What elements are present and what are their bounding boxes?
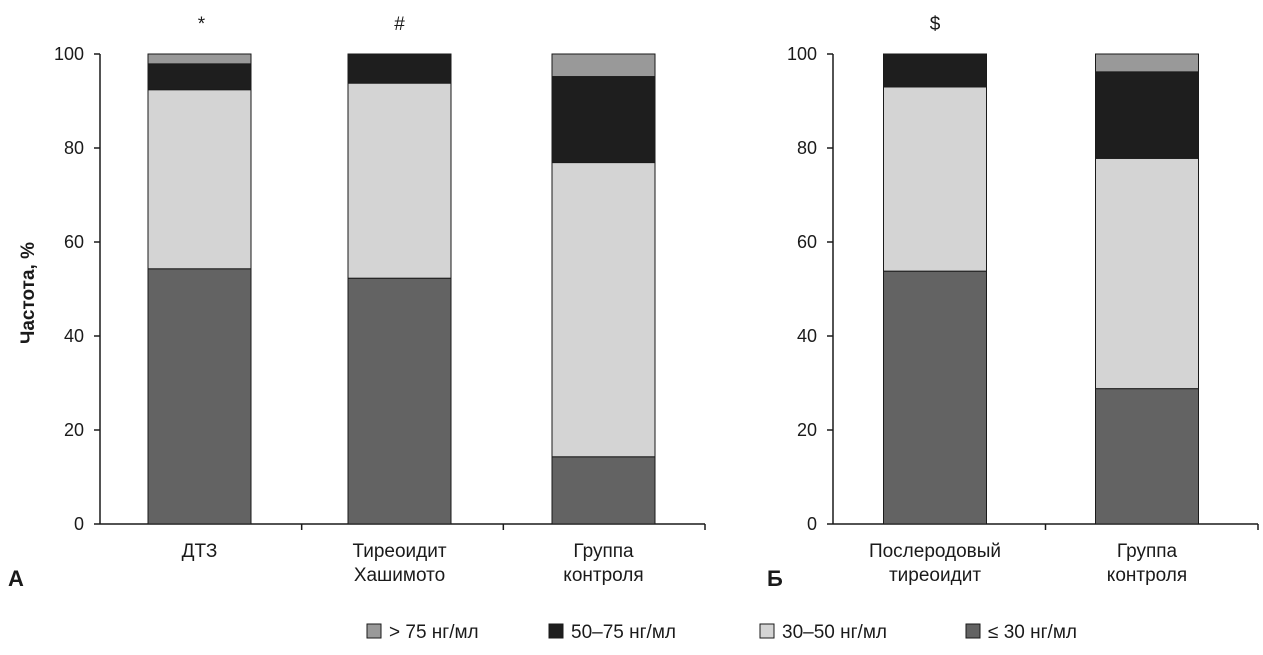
legend-swatch-le30: [965, 623, 981, 639]
legend-swatch-30to50: [759, 623, 775, 639]
chart-panel-1: 0 20 40 60 80 100 ДТЗ * Тиреоидит Хашимото # Группа…: [8, 14, 706, 591]
bar-segment-50to75: [1095, 71, 1199, 159]
bar-segment-gt75: [551, 53, 656, 78]
x-category-label: контроля: [1107, 565, 1187, 586]
x-category-label: Группа: [1117, 541, 1178, 562]
y-tick-label: 60: [797, 232, 817, 252]
bar-segment-50to75: [347, 53, 452, 84]
y-tick-label: 20: [64, 420, 84, 440]
bar-segment-30to50: [1095, 157, 1199, 390]
legend-label: ≤ 30 нг/мл: [988, 622, 1077, 643]
significance-marker: $: [930, 14, 941, 35]
legend-swatch-gt75: [366, 623, 382, 639]
significance-marker: *: [198, 14, 206, 35]
x-category-label: Группа: [573, 541, 634, 562]
panel-label: А: [8, 566, 24, 591]
bar-segment-30to50: [883, 86, 987, 272]
x-category-label: Тиреоидит: [352, 541, 446, 562]
y-tick-label: 100: [54, 44, 84, 64]
chart-panel-2: 0 20 40 60 80 100 Послеродовый тиреоидит $ Группа…: [767, 14, 1259, 591]
significance-marker: #: [394, 14, 405, 35]
legend-label: 50–75 нг/мл: [571, 622, 676, 643]
panel-label: Б: [767, 566, 783, 591]
y-tick-label: 0: [807, 514, 817, 534]
bar-segment-30to50: [347, 82, 452, 279]
x-category-label: контроля: [563, 565, 643, 586]
y-tick-label: 80: [797, 138, 817, 158]
y-tick-label: 100: [787, 44, 817, 64]
bar-segment-50to75: [551, 76, 656, 164]
y-tick-label: 40: [797, 326, 817, 346]
x-category-label: Хашимото: [354, 565, 445, 586]
bar-segment-le30: [1095, 388, 1199, 525]
x-category-label: ДТЗ: [182, 541, 218, 562]
bar-segment-le30: [147, 268, 252, 525]
y-tick-label: 60: [64, 232, 84, 252]
bar-segment-le30: [883, 270, 987, 525]
bar-segment-30to50: [147, 89, 252, 270]
y-axis-title: Частота, %: [18, 242, 39, 344]
y-tick-label: 80: [64, 138, 84, 158]
bar-segment-50to75: [147, 63, 252, 91]
legend-label: 30–50 нг/мл: [782, 622, 887, 643]
legend-label: > 75 нг/мл: [389, 622, 479, 643]
y-tick-label: 40: [64, 326, 84, 346]
bar-segment-le30: [347, 277, 452, 525]
bar-segment-50to75: [883, 53, 987, 88]
bar-segment-le30: [551, 456, 656, 525]
bar-segment-gt75: [1095, 53, 1199, 73]
y-tick-label: 20: [797, 420, 817, 440]
bar-segment-gt75: [147, 53, 252, 65]
y-tick-label: 0: [74, 514, 84, 534]
bar-segment-30to50: [551, 162, 656, 458]
x-category-label: Послеродовый: [869, 541, 1001, 562]
x-category-label: тиреоидит: [889, 565, 981, 586]
legend-swatch-50to75: [548, 623, 564, 639]
legend: > 75 нг/мл 50–75 нг/мл 30–50 нг/мл ≤ 30 нг/…: [366, 622, 1077, 643]
